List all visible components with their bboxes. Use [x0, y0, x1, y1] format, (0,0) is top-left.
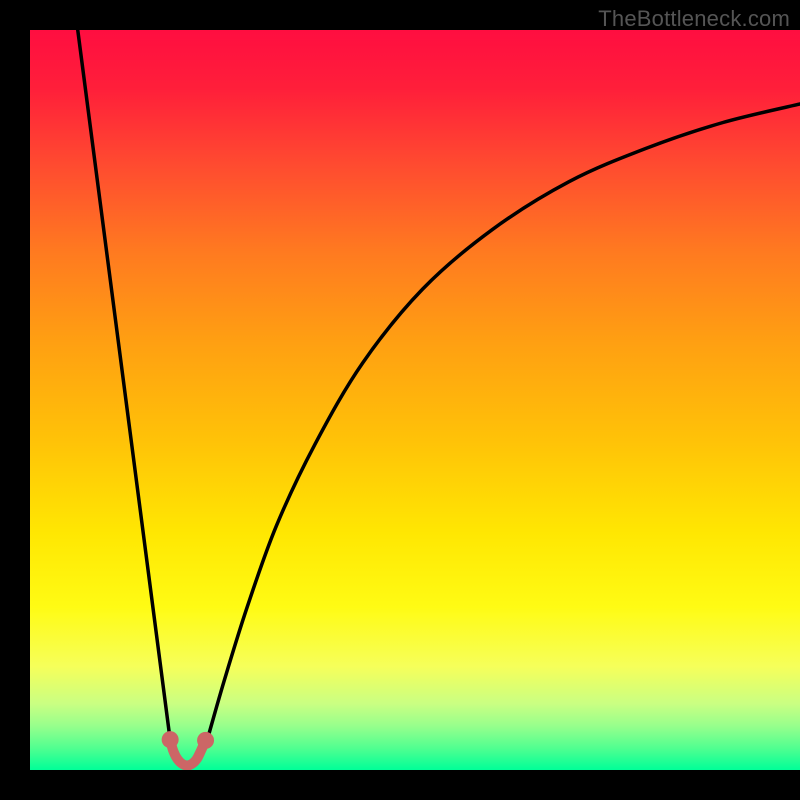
marker-dot-right	[197, 732, 214, 749]
marker-dot-left	[162, 731, 179, 748]
plot-svg	[30, 30, 800, 770]
gradient-background	[30, 30, 800, 770]
plot-area	[30, 30, 800, 770]
chart-container: TheBottleneck.com	[0, 0, 800, 800]
watermark-text: TheBottleneck.com	[598, 6, 790, 32]
